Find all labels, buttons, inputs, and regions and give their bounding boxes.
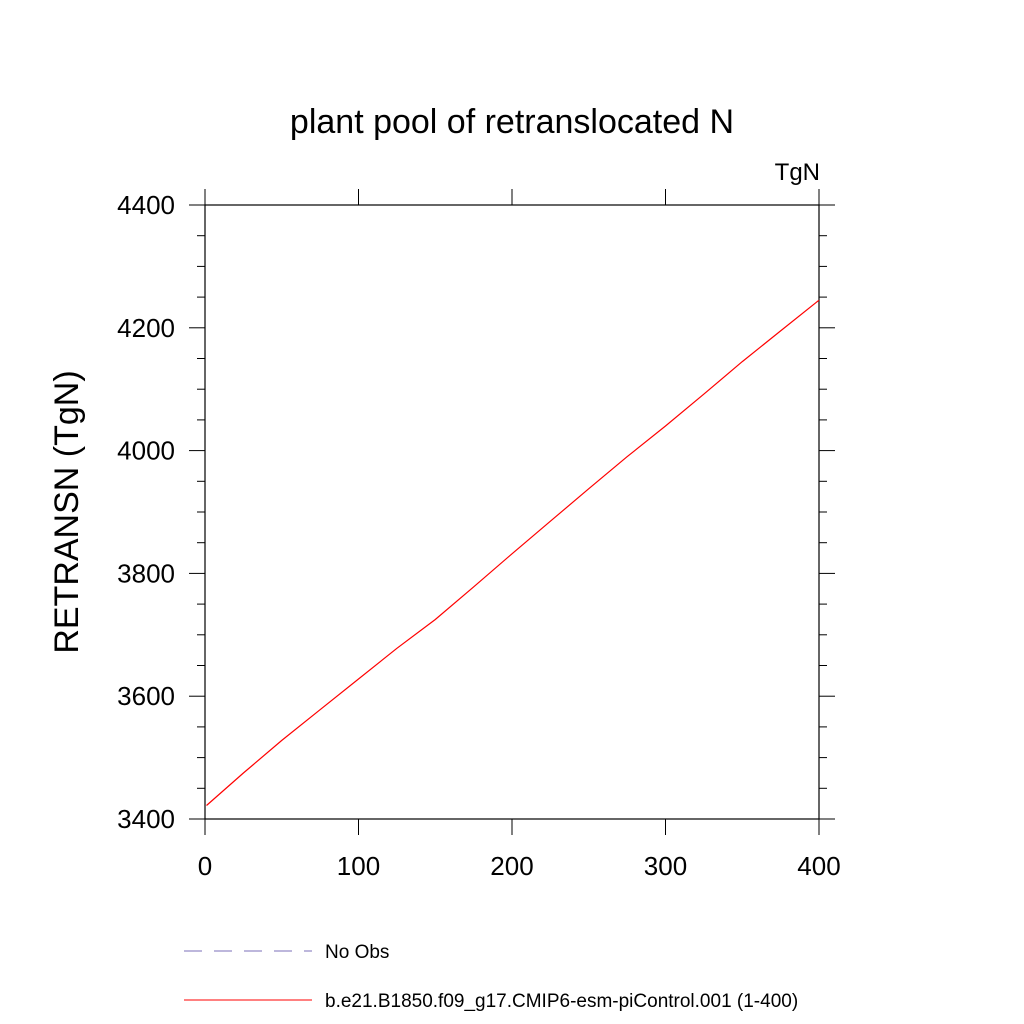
x-tick-label: 400 [797,851,840,881]
x-tick-label: 300 [644,851,687,881]
units-label: TgN [775,159,820,186]
legend: No Obs b.e21.B1850.f09_g17.CMIP6-esm-piCo… [184,942,798,1012]
series-group [206,299,820,806]
y-tick-label: 4000 [117,436,175,466]
y-tick-labels: 3400 3600 3800 4000 4200 4400 [117,190,175,834]
x-tick-label: 200 [490,851,533,881]
x-tick-labels: 0 100 200 300 400 [198,851,841,881]
x-tick-label: 100 [337,851,380,881]
y-tick-label: 3400 [117,804,175,834]
legend-label: b.e21.B1850.f09_g17.CMIP6-esm-piControl.… [325,991,798,1012]
y-tick-label: 4200 [117,313,175,343]
y-tick-label: 3800 [117,558,175,588]
y-axis-label: RETRANSN (TgN) [48,370,86,653]
plot-frame [204,204,820,820]
y-tick-label: 3600 [117,681,175,711]
y-tick-label: 4400 [117,190,175,220]
x-tick-label: 0 [198,851,212,881]
legend-label: No Obs [325,942,389,963]
series-line [206,299,820,806]
axis-ticks [189,189,835,835]
chart-title: plant pool of retranslocated N [290,103,734,141]
